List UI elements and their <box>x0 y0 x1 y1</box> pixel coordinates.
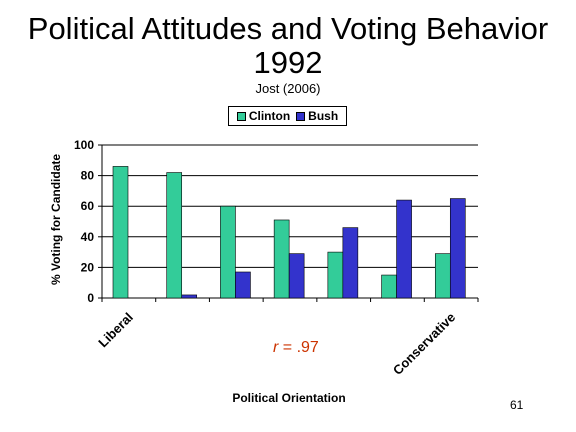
bar-bush <box>288 253 305 299</box>
correlation-value: = .97 <box>278 339 319 356</box>
y-tick-label: 40 <box>81 230 95 244</box>
bar-clinton <box>327 251 344 299</box>
legend-label-clinton: Clinton <box>248 109 291 123</box>
correlation-symbol: r <box>273 339 279 356</box>
bar-clinton <box>220 205 236 299</box>
legend-label-bush: Bush <box>308 109 339 123</box>
x-category-label: Conservative <box>390 310 458 378</box>
bar-clinton <box>166 172 183 299</box>
bar-bush <box>235 271 251 299</box>
y-tick-label: 80 <box>81 169 95 183</box>
slide-title-year: 1992 <box>253 45 323 80</box>
correlation-annotation: r = .97 <box>273 339 319 356</box>
bar-bush <box>396 199 412 299</box>
legend-swatch-clinton <box>236 111 246 121</box>
y-tick-label: 60 <box>81 199 95 213</box>
bar-clinton <box>381 274 397 299</box>
y-tick-label: 100 <box>74 138 94 152</box>
bar-clinton <box>273 219 290 299</box>
slide-subtitle: Jost (2006) <box>255 81 321 96</box>
y-axis-title: % Voting for Candidate <box>49 154 63 285</box>
y-tick-label: 0 <box>87 291 94 305</box>
bar-clinton <box>434 253 451 299</box>
slide-title: Political Attitudes and Voting Behavior <box>27 11 549 46</box>
y-tick-label: 20 <box>81 260 95 274</box>
bar-clinton <box>112 166 129 299</box>
bar-bush <box>342 227 359 299</box>
slide-number: 61 <box>510 398 524 412</box>
x-category-label: Liberal <box>95 310 136 351</box>
chart-legend: Clinton Bush <box>228 106 347 126</box>
bar-bush <box>181 294 198 299</box>
legend-item-clinton: Clinton <box>236 109 291 123</box>
bar-bush <box>449 198 466 299</box>
legend-swatch-bush <box>296 111 306 121</box>
x-axis-title: Political Orientation <box>232 391 345 405</box>
legend-item-bush: Bush <box>296 109 338 123</box>
